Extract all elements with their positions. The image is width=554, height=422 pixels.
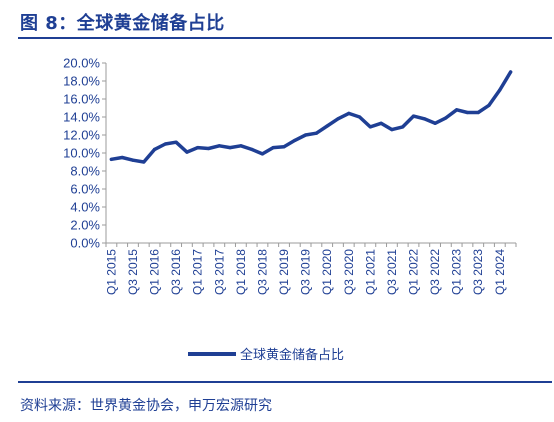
data-point (509, 70, 513, 74)
data-point (379, 121, 383, 125)
x-tick-label: Q1 2016 (148, 249, 162, 295)
y-tick-label: 12.0% (63, 128, 100, 143)
data-point (163, 142, 167, 146)
x-tick-label: Q1 2023 (450, 249, 464, 295)
data-point (239, 144, 243, 148)
x-tick-label: Q3 2018 (255, 249, 269, 295)
x-tick-label: Q1 2024 (493, 249, 507, 295)
x-tick-label: Q1 2017 (191, 249, 205, 295)
y-tick-label: 16.0% (63, 92, 100, 107)
figure-title: 图 8：全球黄金储备占比 (20, 13, 225, 34)
legend-label: 全球黄金储备占比 (240, 347, 344, 363)
x-axis: Q1 2015 Q3 2015 Q1 2016 Q3 2016 Q1 2017 Q3 20… (104, 242, 517, 295)
data-point (444, 116, 448, 120)
data-point (390, 128, 394, 132)
legend: 全球黄金储备占比 (188, 347, 344, 363)
data-point (196, 146, 200, 150)
x-tick-label: Q3 2019 (299, 249, 313, 295)
data-point (250, 147, 254, 151)
title-rule (18, 37, 552, 39)
x-tick-label: Q3 2021 (385, 249, 399, 295)
y-tick-label: 2.0% (70, 218, 100, 233)
data-point (347, 111, 351, 115)
data-point (304, 133, 308, 137)
y-tick-label: 0.0% (70, 236, 100, 251)
series-line (109, 70, 513, 164)
data-point (131, 158, 135, 162)
y-tick-label: 8.0% (70, 164, 100, 179)
data-point (120, 155, 124, 160)
data-point (336, 117, 340, 121)
data-point (498, 88, 502, 92)
x-tick-label: Q3 2020 (342, 249, 356, 295)
x-tick-label: Q1 2015 (104, 249, 118, 295)
x-tick-label: Q3 2022 (428, 249, 442, 295)
data-point (368, 125, 372, 129)
data-point (109, 157, 113, 161)
source-rule (18, 381, 552, 383)
data-point (282, 145, 286, 149)
data-point (260, 152, 265, 156)
data-point (152, 147, 157, 151)
data-point (217, 144, 221, 148)
data-point (487, 103, 491, 107)
data-point (357, 115, 362, 119)
data-point (174, 140, 178, 144)
y-tick-label: 14.0% (63, 110, 100, 125)
x-tick-label: Q1 2022 (407, 249, 421, 295)
x-tick-label: Q3 2015 (126, 249, 140, 295)
x-tick-label: Q1 2019 (277, 249, 291, 295)
source-note: 资料来源：世界黄金协会，申万宏源研究 (20, 398, 272, 414)
data-point (314, 131, 318, 135)
y-tick-label: 18.0% (63, 74, 100, 89)
data-point (455, 108, 459, 112)
data-point (271, 146, 275, 150)
data-point (433, 121, 437, 125)
x-tick-label: Q3 2023 (471, 249, 485, 295)
data-point (476, 110, 480, 115)
y-axis: 0.0% 2.0% 4.0% 6.0% 8.0% 10.0% 12.0% 14.0% 16.0%… (63, 56, 107, 251)
data-point (422, 117, 426, 121)
x-tick-label: Q1 2018 (234, 249, 248, 295)
data-point (185, 150, 189, 154)
y-tick-label: 20.0% (63, 56, 100, 71)
y-tick-label: 10.0% (63, 146, 100, 161)
x-tick-label: Q3 2016 (169, 249, 183, 295)
data-point (142, 160, 146, 164)
y-tick-label: 6.0% (70, 182, 100, 197)
data-point (401, 125, 405, 129)
data-point (206, 146, 211, 151)
x-tick-label: Q1 2020 (320, 249, 334, 295)
line-chart: 0.0% 2.0% 4.0% 6.0% 8.0% 10.0% 12.0% 14.0% 16.0%… (63, 56, 517, 363)
series-layer (109, 70, 513, 164)
data-point (465, 110, 470, 115)
data-point (228, 146, 232, 150)
data-point (411, 114, 416, 118)
data-point (293, 138, 297, 142)
x-tick-label: Q3 2017 (212, 249, 226, 295)
x-tick-label: Q1 2021 (363, 249, 377, 295)
data-point (325, 124, 329, 128)
y-tick-label: 4.0% (70, 200, 100, 215)
